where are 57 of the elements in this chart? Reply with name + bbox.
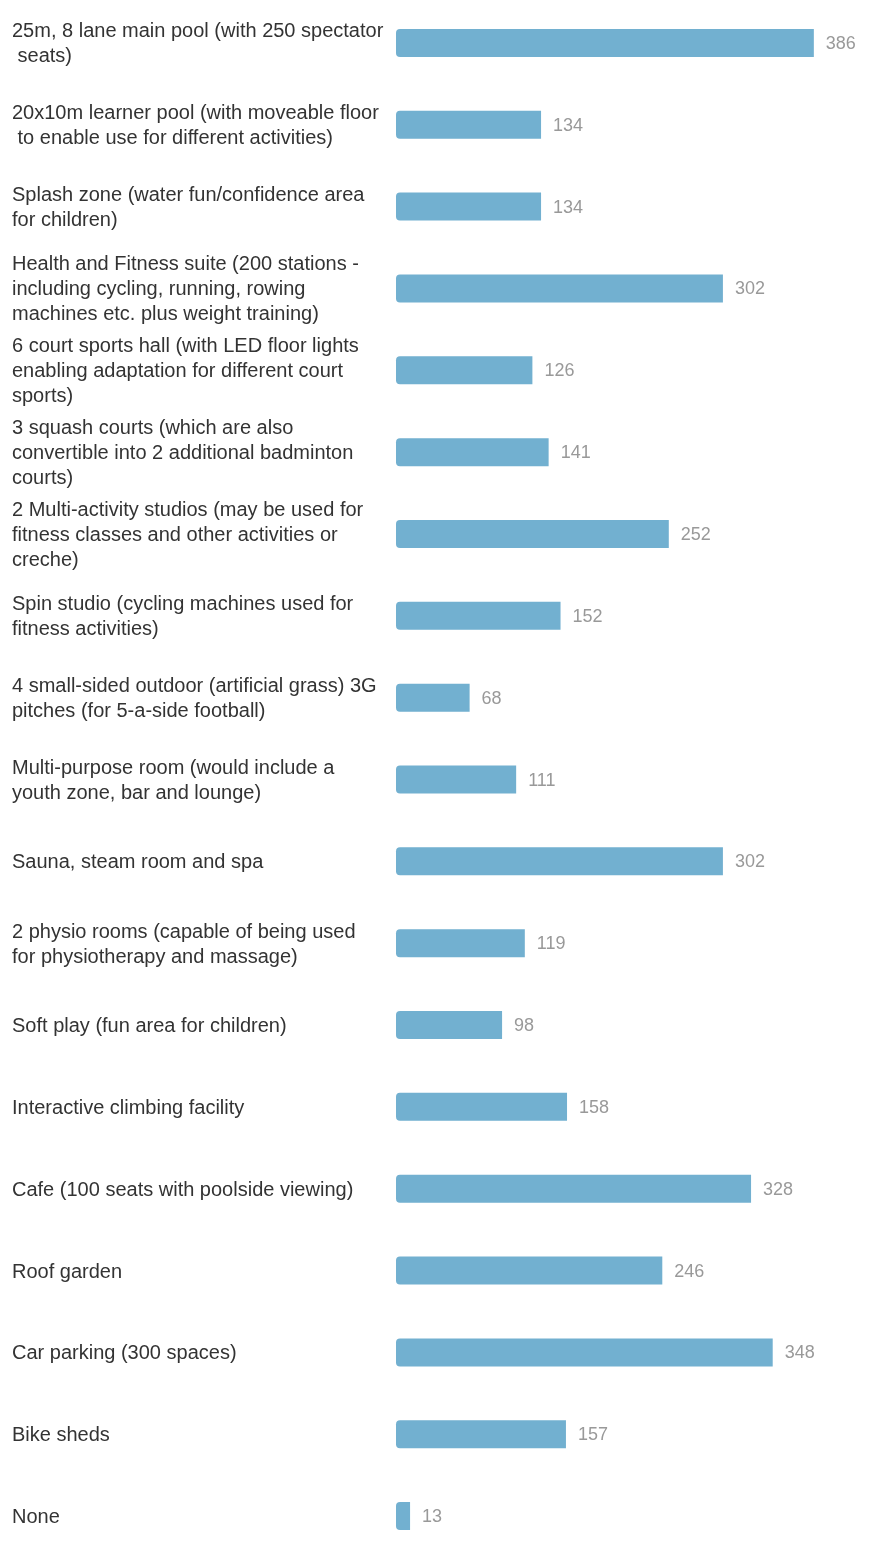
data-label: 141 (560, 442, 591, 463)
y-tick-label: None (12, 1505, 60, 1528)
data-label: 348 (784, 1342, 815, 1363)
y-tick-label: Multi-purpose room (would include a youth zone, bar and lounge) (12, 756, 340, 803)
data-label: 119 (536, 933, 566, 954)
bar (396, 1420, 566, 1449)
bar (396, 847, 723, 876)
data-label: 158 (579, 1096, 610, 1117)
bar (396, 1502, 411, 1531)
y-tick-label: Cafe (100 seats with poolside viewing) (12, 1177, 354, 1200)
bar (396, 1092, 568, 1121)
bar (396, 28, 814, 57)
y-tick-label: Interactive climbing facility (12, 1095, 245, 1118)
y-tick-label: Health and Fitness suite (200 stations - including cycling, running, rowing machines etc. plus weight training) (12, 252, 365, 325)
bar (396, 683, 470, 712)
data-label: 134 (553, 196, 584, 217)
bar (396, 519, 669, 548)
data-label: 302 (734, 851, 765, 872)
data-label: 126 (544, 360, 575, 381)
y-tick-label: 3 squash courts (which are also convertible into 2 additional badminton courts) (12, 416, 359, 489)
bar (396, 765, 517, 794)
data-label: 152 (572, 605, 603, 626)
bar (396, 1174, 752, 1203)
data-label: 134 (553, 114, 584, 135)
data-label: 157 (577, 1424, 608, 1445)
y-tick-label: 6 court sports hall (with LED floor lights enabling adaptation for different court sports) (12, 334, 365, 407)
bar (396, 601, 561, 630)
y-tick-label: Roof garden (12, 1259, 123, 1282)
data-label: 111 (528, 769, 556, 790)
bar (396, 1338, 773, 1367)
data-label: 328 (763, 1178, 794, 1199)
bar (396, 929, 525, 958)
data-label: 302 (734, 278, 765, 299)
data-label: 252 (680, 523, 711, 544)
bar (396, 192, 542, 221)
data-label: 68 (481, 687, 502, 708)
bar (396, 356, 533, 385)
y-tick-label: Car parking (300 spaces) (12, 1341, 237, 1364)
bar (396, 110, 542, 139)
data-label: 98 (514, 1015, 535, 1036)
y-tick-label: Spin studio (cycling machines used for fitness activities) (12, 592, 359, 640)
bar (396, 274, 723, 303)
bar (396, 1011, 503, 1040)
data-label: 13 (422, 1506, 443, 1527)
y-tick-label: 4 small-sided outdoor (artificial grass) 3G pitches (for 5-a-side football) (12, 674, 383, 722)
y-tick-label: 2 Multi-activity studios (may be used for fitness classes and other activities or creche) (12, 497, 369, 570)
y-tick-label: 20x10m learner pool (with moveable floor to enable use for different activities) (12, 101, 380, 149)
bar (396, 1256, 663, 1285)
y-tick-label: Splash zone (water fun/confidence area for children) (12, 183, 370, 231)
y-tick-label: 25m, 8 lane main pool (with 250 spectator seats) (12, 19, 384, 67)
y-tick-label: Sauna, steam room and spa (12, 850, 265, 873)
bar (396, 438, 549, 467)
data-label: 246 (674, 1260, 705, 1281)
y-tick-label: Bike sheds (12, 1423, 110, 1446)
data-label: 386 (825, 32, 856, 53)
y-tick-label: 2 physio rooms (capable of being used for physiotherapy and massage) (12, 919, 362, 967)
y-tick-label: Soft play (fun area for children) (12, 1014, 287, 1037)
